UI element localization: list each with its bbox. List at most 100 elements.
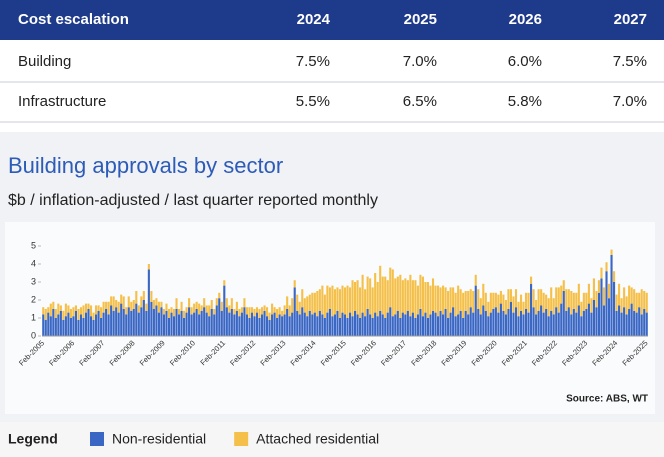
bar-segment (442, 285, 445, 315)
bar-segment (238, 316, 241, 336)
bar-segment (198, 303, 201, 315)
bar-segment (255, 307, 259, 313)
bar-segment (401, 312, 404, 336)
bar-segment (449, 287, 452, 313)
legend-label: Attached residential (256, 431, 379, 447)
bar-segment (638, 292, 641, 308)
bar-segment (542, 292, 545, 313)
legend-swatch (234, 432, 249, 446)
bar-segment (147, 264, 150, 270)
bar-segment (497, 312, 500, 336)
bar-segment (527, 312, 530, 336)
bar-segment (625, 314, 628, 336)
bar-segment (640, 314, 643, 336)
bar-segment (89, 305, 93, 317)
bar-segment (135, 303, 138, 336)
bar-segment (346, 318, 349, 336)
bar-segment (364, 316, 367, 336)
bar-segment (580, 301, 583, 317)
bar-segment (210, 309, 213, 336)
bar-segment (386, 280, 389, 313)
table-header-cell: 2027 (614, 11, 647, 28)
bar-segment (97, 310, 100, 336)
bar-segment (293, 287, 296, 336)
bar-segment (235, 310, 238, 336)
bar-segment (233, 314, 236, 336)
bar-segment (535, 314, 538, 336)
bar-segment (125, 314, 128, 336)
bar-segment (107, 314, 110, 336)
bar-segment (328, 309, 331, 336)
bar-segment (105, 301, 108, 309)
bar-segment (326, 285, 329, 313)
bar-segment (484, 310, 487, 336)
bar-segment (79, 307, 83, 315)
bar-segment (602, 305, 606, 336)
bar-segment (623, 307, 626, 336)
bar-segment (628, 309, 631, 336)
bar-segment (376, 316, 379, 336)
bar-segment (49, 303, 52, 317)
bar-segment (107, 301, 110, 315)
bar-segment (620, 312, 623, 336)
bar-segment (205, 312, 208, 336)
bar-segment (160, 301, 163, 308)
bar-segment (411, 312, 414, 336)
bar-segment (530, 283, 533, 336)
legend-title: Legend (8, 431, 58, 447)
table-header-cell: 2025 (404, 11, 437, 28)
bar-segment (394, 314, 397, 336)
bar-segment (547, 298, 550, 317)
bar-segment (42, 314, 45, 336)
bar-segment (296, 294, 299, 311)
bar-segment (301, 289, 304, 308)
bar-segment (338, 318, 342, 336)
bar-segment (542, 312, 545, 336)
bar-segment (419, 274, 422, 309)
bar-segment (95, 305, 98, 315)
bar-segment (69, 318, 72, 336)
table-header-bg (0, 0, 664, 40)
bar-segment (421, 276, 425, 317)
bar-segment (361, 312, 364, 336)
bar-segment (215, 305, 218, 336)
bar-segment (245, 307, 248, 315)
bar-segment (343, 314, 347, 336)
bar-segment (517, 316, 520, 336)
bar-segment (92, 312, 95, 320)
bar-segment (273, 312, 276, 336)
bar-segment (640, 289, 643, 315)
bar-segment (127, 307, 130, 336)
bar-segment (288, 305, 291, 317)
bar-segment (444, 287, 447, 309)
table-cell: 6.5% (403, 93, 437, 110)
bar-segment (371, 287, 374, 318)
bar-segment (615, 310, 618, 336)
bar-segment (72, 316, 75, 336)
bar-segment (635, 312, 638, 336)
bar-segment (110, 296, 113, 306)
bar-segment (577, 305, 580, 336)
bar-segment (105, 309, 108, 336)
bar-segment (537, 289, 540, 311)
bar-segment (434, 285, 437, 313)
bar-segment (575, 292, 578, 313)
bar-segment (431, 278, 435, 311)
bar-segment (612, 282, 616, 336)
bar-segment (638, 307, 641, 336)
bar-segment (469, 289, 472, 308)
bar-segment (190, 314, 193, 336)
bar-segment (271, 314, 274, 336)
bar-segment (535, 300, 538, 315)
bar-segment (426, 282, 430, 318)
bar-segment (57, 303, 60, 315)
bar-segment (301, 307, 304, 336)
bar-segment (361, 274, 364, 313)
bar-segment (170, 312, 173, 336)
bar-segment (283, 305, 286, 315)
bar-segment (374, 312, 377, 336)
bar-segment (477, 309, 480, 336)
bar-segment (225, 298, 228, 308)
source: Source: ABS, WT (566, 394, 648, 405)
bar-segment (396, 310, 399, 336)
